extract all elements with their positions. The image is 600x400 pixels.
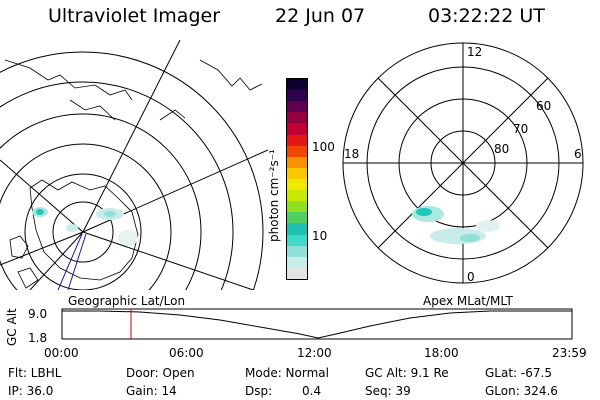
- lat-circle: [0, 113, 202, 290]
- date-label: 22 Jun 07: [275, 5, 366, 27]
- colorbar-swatch: [287, 134, 307, 146]
- aurora-emission-right: [412, 206, 500, 244]
- meridian: [0, 231, 84, 266]
- timeline-tick-2359: 23:59: [552, 346, 587, 360]
- mlat-label-60: 60: [536, 99, 551, 113]
- colorbar-swatch: [287, 123, 307, 135]
- mlat-label-80: 80: [494, 142, 509, 156]
- status-seq: Seq: 39: [365, 384, 411, 398]
- colorbar-swatch: [287, 156, 307, 168]
- colorbar-tick-100: 100: [312, 140, 335, 154]
- mlt-label-18: 18: [344, 147, 359, 161]
- lat-circle: [0, 143, 172, 290]
- timeline-tick-1200: 12:00: [297, 346, 332, 360]
- meridian: [82, 40, 181, 233]
- svg-text:photon cm⁻²s⁻¹: photon cm⁻²s⁻¹: [267, 149, 281, 242]
- coastline: [29, 179, 139, 281]
- status-gc-alt: GC Alt: 9.1 Re: [365, 366, 449, 380]
- status-mode: Mode: Normal: [245, 366, 329, 380]
- mlt-label-12: 12: [467, 45, 482, 59]
- status-door: Door: Open: [126, 366, 195, 380]
- status-ip: IP: 36.0: [8, 384, 54, 398]
- colorbar: [286, 78, 308, 280]
- coastline: [4, 59, 186, 121]
- aurora-emission-left: [32, 207, 138, 246]
- app-title: Ultraviolet Imager: [48, 5, 221, 27]
- colorbar-swatch: [287, 145, 307, 157]
- timeline-tick-0600: 06:00: [169, 346, 204, 360]
- coastline: [199, 59, 263, 91]
- colorbar-swatch: [287, 190, 307, 202]
- time-label: 03:22:22 UT: [428, 5, 545, 27]
- colorbar-swatch: [287, 79, 307, 91]
- lat-circle: [0, 81, 234, 290]
- lat-circle: [0, 51, 264, 290]
- timeline-tick-0000: 00:00: [44, 346, 79, 360]
- colorbar-swatch: [287, 179, 307, 191]
- colorbar-swatch: [287, 90, 307, 102]
- colorbar-tick-10: 10: [312, 229, 328, 243]
- satellite-track: [57, 233, 83, 290]
- colorbar-swatch: [287, 112, 307, 124]
- left-map-caption: Geographic Lat/Lon: [68, 294, 186, 308]
- meridian: [0, 159, 84, 233]
- timeline-ymax: 9.0: [28, 307, 47, 321]
- lat-circle: [24, 173, 142, 290]
- mlt-label-6: 6: [574, 147, 582, 161]
- mlt-label-0: 0: [467, 270, 475, 284]
- timeline-ylabel: GC Alt: [5, 308, 19, 346]
- lat-circle: [52, 201, 114, 263]
- coastline: [9, 235, 39, 289]
- altitude-timeline: GC Alt 9.0 1.8: [5, 307, 573, 346]
- status-glat: GLat: -67.5: [485, 366, 552, 380]
- colorbar-swatch: [287, 223, 307, 235]
- colorbar-swatch: [287, 167, 307, 180]
- status-dsp-value: 0.4: [302, 384, 322, 398]
- status-gain: Gain: 14: [126, 384, 177, 398]
- altitude-curve: [62, 310, 572, 339]
- colorbar-swatch: [287, 234, 307, 246]
- timeline-ymin: 1.8: [28, 331, 47, 345]
- colorbar-swatch: [287, 245, 307, 257]
- status-glon: GLon: 324.6: [485, 384, 558, 398]
- status-filter: Flt: LBHL: [8, 366, 62, 380]
- colorbar-swatch: [287, 256, 307, 268]
- colorbar-unit-label: photon cm⁻²s⁻¹: [267, 149, 281, 242]
- colorbar-swatch: [287, 212, 307, 224]
- geographic-map: [0, 40, 268, 290]
- mlat-label-70: 70: [513, 122, 528, 136]
- right-map-caption: Apex MLat/MLT: [423, 294, 513, 308]
- timeline-frame: [61, 308, 573, 340]
- apex-mlat-mlt-map: 12 18 6 0 60 70 80: [342, 42, 584, 284]
- meridian: [29, 231, 84, 290]
- status-dsp-label: Dsp:: [245, 384, 273, 398]
- timeline-tick-1800: 18:00: [424, 346, 459, 360]
- colorbar-swatch: [287, 201, 307, 213]
- satellite-track: [67, 233, 87, 290]
- meridian: [82, 231, 255, 290]
- mlt-line: [377, 77, 549, 249]
- colorbar-swatch: [287, 267, 307, 279]
- colorbar-swatch: [287, 101, 307, 113]
